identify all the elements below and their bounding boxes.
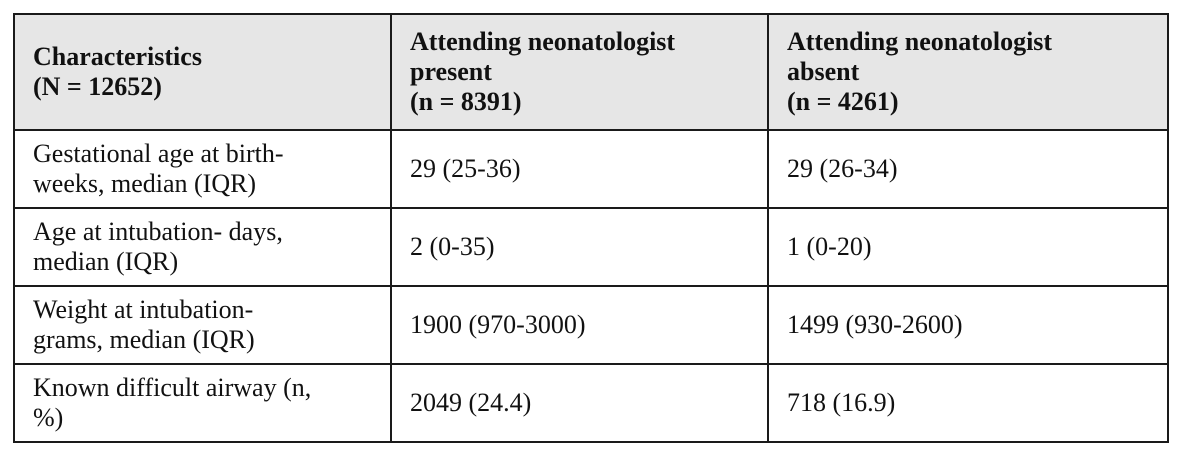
present-value: 1900 (970-3000) bbox=[390, 285, 769, 365]
row-label: Known difficult airway (n, %) bbox=[13, 363, 392, 443]
absent-value: 718 (16.9) bbox=[767, 363, 1169, 443]
header-neonatologist-present: Attending neonatologist present (n = 839… bbox=[390, 13, 769, 131]
present-value: 2 (0-35) bbox=[390, 207, 769, 287]
present-value: 2049 (24.4) bbox=[390, 363, 769, 443]
absent-value: 1499 (930-2600) bbox=[767, 285, 1169, 365]
characteristics-table: Characteristics (N = 12652) Attending ne… bbox=[13, 13, 1169, 443]
table-row: Gestational age at birth- weeks, median … bbox=[13, 129, 1169, 209]
absent-value: 29 (26-34) bbox=[767, 129, 1169, 209]
table-row: Weight at intubation- grams, median (IQR… bbox=[13, 285, 1169, 365]
header-characteristics: Characteristics (N = 12652) bbox=[13, 13, 392, 131]
row-label: Gestational age at birth- weeks, median … bbox=[13, 129, 392, 209]
row-label: Age at intubation- days, median (IQR) bbox=[13, 207, 392, 287]
present-value: 29 (25-36) bbox=[390, 129, 769, 209]
table-row: Age at intubation- days, median (IQR) 2 … bbox=[13, 207, 1169, 287]
table-row: Known difficult airway (n, %) 2049 (24.4… bbox=[13, 363, 1169, 443]
absent-value: 1 (0-20) bbox=[767, 207, 1169, 287]
row-label: Weight at intubation- grams, median (IQR… bbox=[13, 285, 392, 365]
header-row: Characteristics (N = 12652) Attending ne… bbox=[13, 13, 1169, 131]
header-neonatologist-absent: Attending neonatologist absent (n = 4261… bbox=[767, 13, 1169, 131]
